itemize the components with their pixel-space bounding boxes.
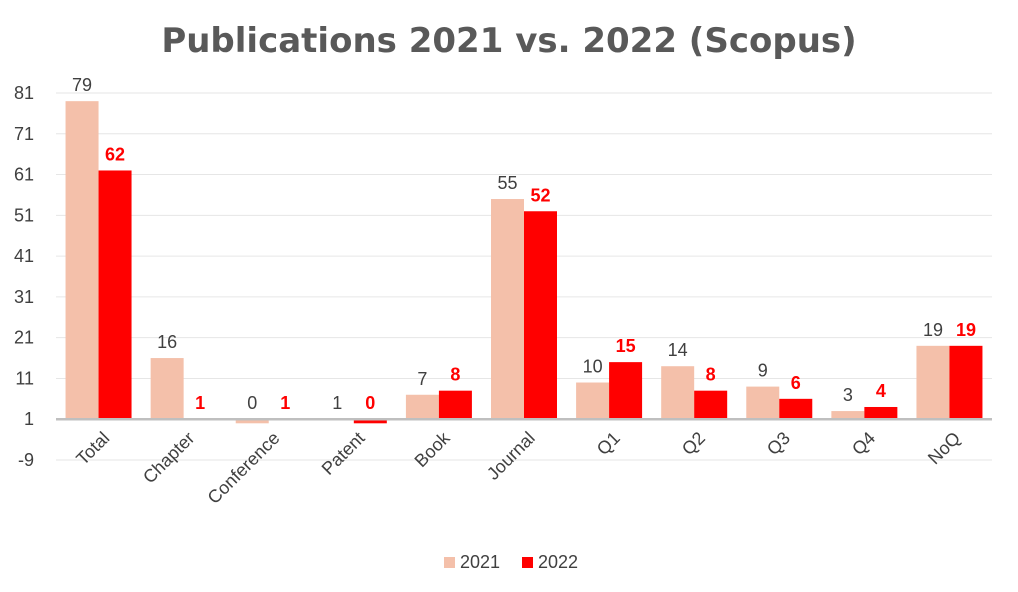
legend-label-2022: 2022 [538, 552, 578, 572]
x-tick-label: Journal [483, 428, 539, 484]
y-tick-label: 1 [24, 409, 34, 429]
data-label-2022-journal: 52 [530, 185, 550, 205]
bar-2022-patent [353, 419, 387, 424]
bar-2022-q4 [864, 406, 898, 420]
bar-2022-book [438, 390, 472, 420]
y-tick-label: 81 [14, 83, 34, 103]
legend-swatch-2022 [522, 557, 533, 568]
data-label-2021-patent: 1 [332, 393, 342, 413]
bar-2021-book [405, 394, 439, 420]
data-label-2022-q3: 6 [791, 373, 801, 393]
legend-label-2021: 2021 [460, 552, 500, 572]
data-label-2022-book: 8 [450, 365, 460, 385]
bar-2021-journal [491, 199, 524, 420]
data-label-2022-q1: 15 [616, 336, 636, 356]
x-tick-label: Q2 [678, 428, 709, 459]
bar-2022-journal [524, 211, 557, 420]
bar-2022-q3 [779, 398, 813, 420]
y-tick-label: 31 [14, 287, 34, 307]
x-tick-label: Book [411, 427, 455, 471]
bar-2021-total [65, 101, 99, 420]
y-tick-label: 71 [14, 124, 34, 144]
x-tick-label: Q3 [763, 428, 794, 459]
data-label-2022-q4: 4 [876, 381, 886, 401]
x-tick-label: Patent [318, 428, 369, 479]
x-tick-label: Total [72, 428, 113, 469]
y-tick-label: 21 [14, 328, 34, 348]
bar-2021-q4 [831, 411, 865, 420]
data-label-2021-journal: 55 [497, 173, 517, 193]
data-label-2022-total: 62 [105, 144, 125, 164]
data-label-2021-chapter: 16 [157, 332, 177, 352]
legend: 2021 2022 [444, 552, 578, 572]
y-tick-label: 11 [15, 368, 34, 388]
x-tick-label: NoQ [924, 428, 964, 468]
x-tick-label: Q1 [593, 428, 624, 459]
y-tick-label: -9 [18, 450, 34, 470]
data-label-2021-q1: 10 [583, 357, 603, 377]
bar-2021-q1 [576, 382, 610, 420]
data-label-2021-q4: 3 [843, 385, 853, 405]
bar-2021-noq [916, 345, 950, 420]
y-tick-label: 51 [14, 205, 34, 225]
bar-2022-q1 [609, 362, 643, 420]
bar-2021-q3 [746, 386, 780, 420]
bar-2022-total [98, 170, 132, 420]
y-tick-label: 61 [14, 165, 34, 185]
data-label-2021-q3: 9 [758, 361, 768, 381]
x-tick-label: Conference [204, 428, 284, 508]
bar-2021-q2 [661, 366, 695, 420]
data-label-2022-patent: 0 [365, 393, 375, 413]
data-label-2021-total: 79 [72, 75, 92, 95]
x-tick-label: Q4 [848, 428, 879, 459]
data-label-2021-conference: 0 [247, 393, 257, 413]
bar-2021-conference [235, 419, 269, 424]
data-label-2022-conference: 1 [280, 393, 290, 413]
x-tick-label: Chapter [139, 428, 198, 487]
bars [65, 101, 983, 424]
chart-title: Publications 2021 vs. 2022 (Scopus) [161, 21, 856, 61]
y-tick-label: 41 [14, 246, 34, 266]
bar-2022-q2 [694, 390, 728, 420]
bar-2022-noq [949, 345, 983, 420]
data-label-2021-q2: 14 [668, 340, 688, 360]
x-axis: Total Chapter Conference Patent Book Journal Q… [72, 427, 964, 508]
data-label-2022-noq: 19 [956, 320, 976, 340]
data-label-2021-noq: 19 [923, 320, 943, 340]
data-label-2022-chapter: 1 [195, 393, 205, 413]
data-label-2021-book: 7 [417, 369, 427, 389]
bar-2021-chapter [150, 358, 184, 420]
data-label-2022-q2: 8 [706, 365, 716, 385]
legend-swatch-2021 [444, 557, 455, 568]
